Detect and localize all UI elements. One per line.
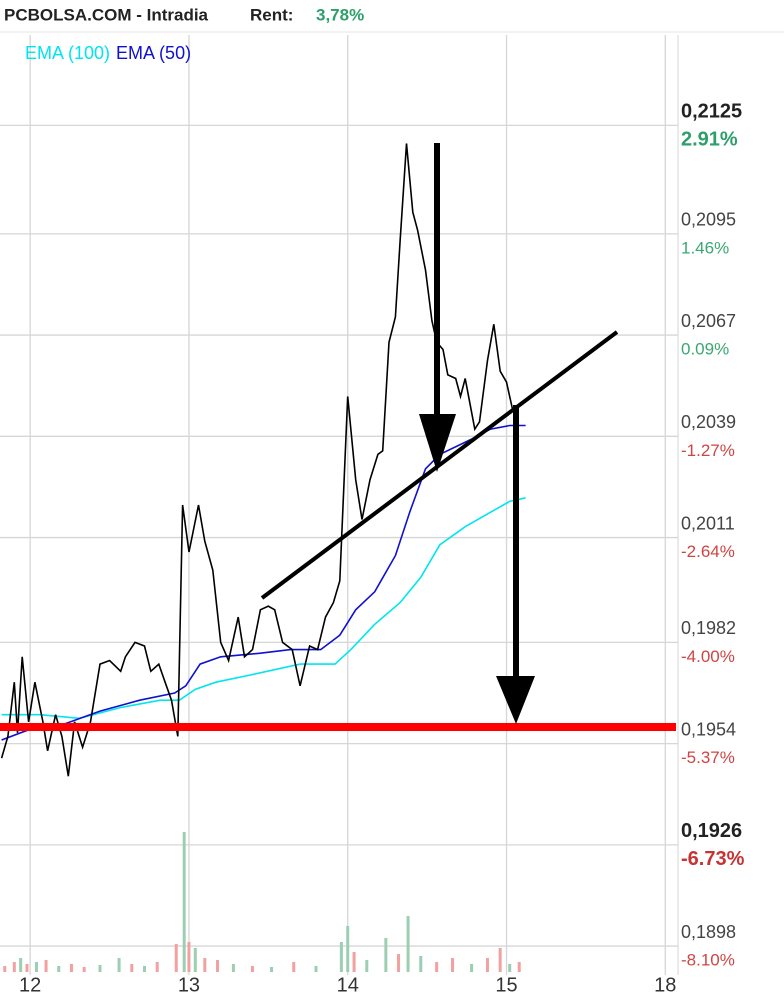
y-tick-label: 0,2039 [681,412,736,432]
volume-bar [517,962,521,972]
y-tick-label: 0,1926 [681,820,742,842]
volume-bar [57,966,61,972]
volume-bar [270,967,274,972]
return-label: Rent: [250,5,293,24]
y-tick-label: 0,1954 [681,719,736,739]
volume-bar [435,962,439,972]
y-tick-label: 0,2067 [681,311,736,331]
volume-bar [19,958,23,972]
volume-bar [339,942,343,972]
volume-bar [451,958,455,972]
y-change-label: -2.64% [681,542,735,561]
x-tick-label: 14 [337,974,359,996]
volume-bar [406,916,410,972]
series-line [1,497,526,720]
volume-bar [365,960,369,972]
volume-bar [174,944,178,972]
legend-entry: EMA (100) [25,43,110,63]
y-change-label: -6.73% [681,848,745,870]
series-line [1,424,526,741]
y-tick-label: 0,1898 [681,922,736,942]
axis: 0,2125 2.91% 0,2095 1.46% 0,2067 0.09% 0,2039 -… [19,101,745,997]
volume-bar [117,958,121,972]
volume-bar [203,958,207,972]
volume-bar [352,952,356,972]
volume-bar [25,964,29,972]
volume-bar [216,960,220,972]
grid [0,35,678,975]
volume-bar [130,964,134,972]
volume-bar [82,967,86,972]
volume-bar [485,958,489,972]
volume-bar [346,926,350,972]
y-change-label: 0.09% [681,340,729,359]
volume-bar [98,965,102,972]
y-change-label: 2.91% [681,129,738,151]
arrow-head [496,676,535,724]
volume [3,832,521,972]
y-change-label: -4.00% [681,647,735,666]
volume-bar [292,962,296,972]
volume-bar [314,966,318,972]
volume-bar [44,960,48,972]
volume-bar [3,966,7,972]
y-change-label: 1.46% [681,238,729,257]
volume-bar [155,962,159,972]
volume-bar [397,954,401,972]
y-change-label: -5.37% [681,748,735,767]
trend-line [260,330,619,600]
chart-title: PCBOLSA.COM - Intradia [4,5,209,24]
volume-bar [384,938,388,972]
y-tick-label: 0,2125 [681,101,742,123]
volume-bar [250,966,254,972]
volume-bar [498,948,502,972]
y-tick-label: 0,2095 [681,210,736,230]
volume-bar [69,964,73,972]
y-tick-label: 0,2011 [681,513,735,533]
volume-bar [187,942,191,972]
volume-bar [419,956,423,972]
y-tick-label: 0,1982 [681,618,736,638]
y-change-label: -8.10% [681,951,735,970]
volume-bar [182,832,186,972]
legend: EMA (100) EMA (50) [25,43,191,63]
x-tick-label: 18 [654,974,676,996]
volume-bar [12,962,16,972]
volume-bar [508,964,512,972]
volume-bar [35,962,39,972]
x-tick-label: 12 [19,974,41,996]
volume-bar [142,966,146,972]
legend-entry: EMA (50) [116,43,191,63]
volume-bar [470,964,474,972]
annotations [0,143,676,731]
volume-bar [193,948,197,972]
x-tick-label: 13 [178,974,200,996]
return-value: 3,78% [316,5,364,24]
arrow-head [419,414,456,472]
x-tick-label: 15 [495,974,517,996]
volume-bar [231,964,235,972]
y-change-label: -1.27% [681,441,735,460]
